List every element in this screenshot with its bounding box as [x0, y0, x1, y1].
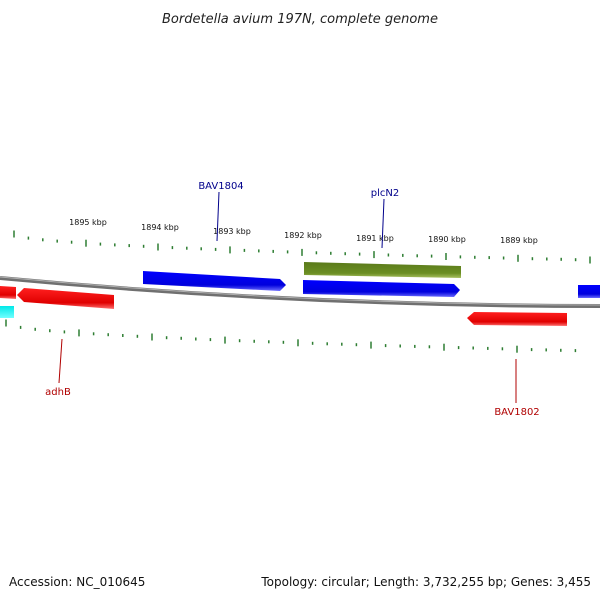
label-line-adhb: [58, 338, 63, 384]
label-line-bav1804: [216, 191, 220, 242]
gene-bav1802[interactable]: [467, 312, 567, 326]
scale-label-1895: 1895 kbp: [69, 218, 107, 227]
inner-scale-ticks: [5, 319, 577, 353]
gene-plcn2[interactable]: [304, 262, 461, 278]
gene-label-adhb[interactable]: adhB: [45, 387, 71, 398]
scale-label-1894: 1894 kbp: [141, 223, 179, 232]
outer-scale-ticks: [13, 230, 591, 264]
gene-bav1804[interactable]: [143, 271, 286, 291]
gene-forward-edge[interactable]: [578, 285, 600, 298]
map-title: Bordetella avium 197N, complete genome: [162, 12, 438, 27]
scale-label-1892: 1892 kbp: [284, 231, 322, 240]
gene-label-plcn2[interactable]: plcN2: [371, 188, 399, 199]
scale-label-1891: 1891 kbp: [356, 234, 394, 243]
genome-backbone-highlight: [0, 276, 600, 306]
gene-forward-1889[interactable]: [303, 280, 460, 297]
accession-text: Accession: NC_010645: [9, 575, 145, 589]
feature-cyan-edge[interactable]: [0, 306, 14, 318]
gene-adhb[interactable]: [17, 288, 114, 309]
scale-label-1890: 1890 kbp: [428, 235, 466, 244]
genome-backbone: [0, 276, 600, 308]
genome-summary-text: Topology: circular; Length: 3,732,255 bp…: [260, 575, 591, 589]
label-line-plcn2: [381, 198, 385, 249]
gene-label-bav1804[interactable]: BAV1804: [198, 181, 243, 192]
gene-reverse-edge[interactable]: [0, 286, 16, 299]
scale-label-1893: 1893 kbp: [213, 227, 251, 236]
scale-label-1889: 1889 kbp: [500, 236, 538, 245]
gene-label-bav1802[interactable]: BAV1802: [494, 407, 539, 418]
